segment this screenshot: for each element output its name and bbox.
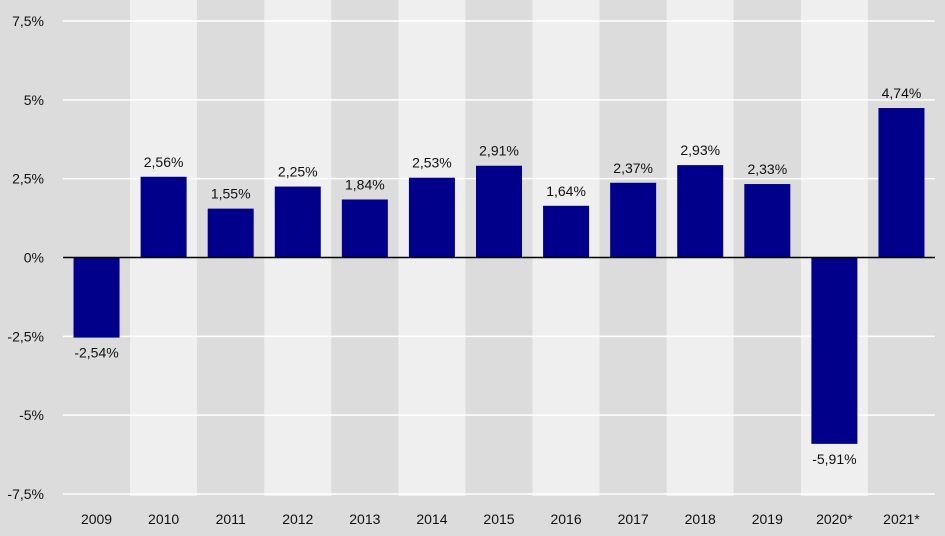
x-tick-label: 2010 <box>148 511 179 527</box>
bar <box>744 184 791 258</box>
x-tick-label: 2019 <box>752 511 783 527</box>
data-label: 2,33% <box>747 161 787 177</box>
x-tick-label: 2011 <box>216 511 246 527</box>
data-label: 2,93% <box>680 142 720 158</box>
x-tick-label: 2013 <box>349 511 380 527</box>
bar <box>341 199 388 258</box>
x-tick-label: 2020* <box>816 511 853 527</box>
x-tick-label: 2018 <box>685 511 716 527</box>
data-label: -2,54% <box>74 345 118 361</box>
bar <box>610 182 657 258</box>
x-tick-label: 2016 <box>550 511 581 527</box>
bar <box>543 205 590 258</box>
data-label: 2,56% <box>144 154 184 170</box>
data-label: 2,53% <box>412 155 452 171</box>
y-tick-label: -2,5% <box>7 328 44 344</box>
data-label: 1,55% <box>211 186 251 202</box>
bar <box>207 208 254 258</box>
data-label: 1,64% <box>546 183 586 199</box>
column-band <box>63 0 131 496</box>
y-tick-label: 0% <box>24 250 44 266</box>
y-tick-label: 7,5% <box>12 13 44 29</box>
gridlines <box>63 20 935 495</box>
x-axis-labels: 2009 2010 2011 2012 2013 2014 2015 2016 2017 2018… <box>81 511 920 527</box>
y-axis-labels: 7,5% 5% 2,5% 0% -2,5% -5% -7,5% <box>7 13 44 502</box>
y-tick-label: 2,5% <box>12 171 44 187</box>
bar <box>476 165 522 258</box>
bar <box>140 176 187 258</box>
bar <box>677 165 724 258</box>
data-labels: -2,54% 2,56% 1,55% 2,25% 1,84% 2,53% 2,91% 1,64… <box>74 85 921 467</box>
y-tick-label: -5% <box>19 407 44 423</box>
x-tick-label: 2014 <box>416 511 447 527</box>
data-label: 2,25% <box>278 164 318 180</box>
data-label: 2,37% <box>613 160 653 176</box>
x-tick-label: 2021* <box>883 511 920 527</box>
x-tick-label: 2017 <box>618 511 649 527</box>
data-label: 4,74% <box>882 85 922 101</box>
data-label: 1,84% <box>345 176 385 192</box>
bar <box>73 257 120 338</box>
bar <box>408 177 455 258</box>
data-label: -5,91% <box>812 451 856 467</box>
bar <box>811 257 858 444</box>
data-label: 2,91% <box>479 143 519 159</box>
bar <box>274 186 321 258</box>
y-tick-label: 5% <box>24 92 44 108</box>
x-tick-label: 2012 <box>282 511 313 527</box>
x-tick-label: 2009 <box>81 511 112 527</box>
bar <box>878 108 925 258</box>
x-tick-label: 2015 <box>483 511 514 527</box>
y-tick-label: -7,5% <box>7 486 44 502</box>
bars <box>73 108 925 444</box>
